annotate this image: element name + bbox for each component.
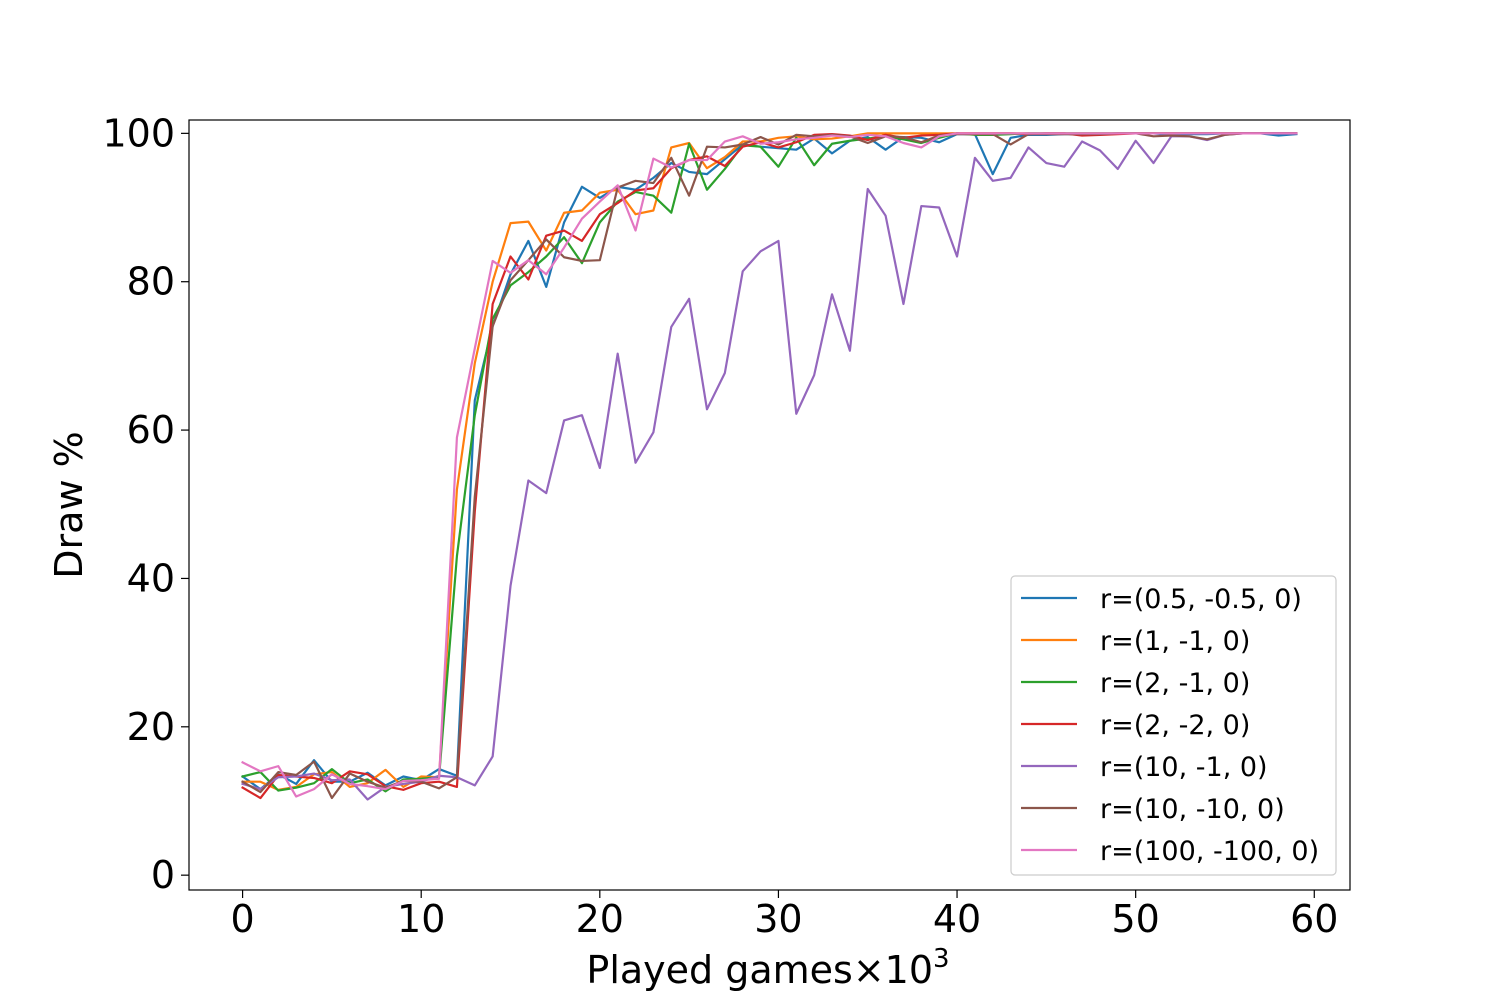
y-axis: 0 20 40 60 80 100 (102, 111, 189, 897)
legend-items: r=(0.5, -0.5, 0) r=(1, -1, 0) r=(2, -1, 0)… (1021, 584, 1319, 867)
legend-entry-label: r=(0.5, -0.5, 0) (1100, 584, 1302, 615)
series-layer (241, 132, 1298, 801)
x-axis-label: Played games×103 (586, 944, 949, 992)
y-tick-label: 20 (127, 705, 175, 749)
y-axis-label: Draw % (47, 431, 91, 578)
y-tick-label: 100 (102, 111, 175, 155)
y-tick-label: 0 (151, 853, 175, 897)
legend-box (1010, 575, 1337, 876)
legend-entry-label: r=(1, -1, 0) (1100, 626, 1250, 657)
plot-frame (188, 119, 1351, 891)
x-tick-label: 0 (230, 897, 254, 941)
x-tick-label: 50 (1111, 897, 1159, 941)
x-tick-label: 30 (754, 897, 802, 941)
y-tick-label: 60 (127, 408, 175, 452)
x-axis-label-exponent: 3 (933, 944, 950, 974)
y-tick-label: 80 (127, 260, 175, 304)
x-axis: 0 10 20 30 40 50 60 (230, 890, 1338, 941)
legend: r=(0.5, -0.5, 0) r=(1, -1, 0) r=(2, -1, 0)… (1010, 575, 1337, 876)
y-tick-label: 40 (127, 556, 175, 600)
x-tick-label: 10 (397, 897, 445, 941)
series-line-7 (241, 132, 1298, 798)
x-tick-label: 60 (1290, 897, 1338, 941)
legend-entry-label: r=(2, -1, 0) (1100, 668, 1250, 699)
legend-entry-label: r=(10, -1, 0) (1100, 752, 1268, 783)
x-axis-label-text: Played games×10 (586, 948, 933, 992)
x-tick-label: 20 (576, 897, 624, 941)
x-tick-label: 40 (933, 897, 981, 941)
legend-entry-label: r=(100, -100, 0) (1100, 836, 1319, 867)
legend-entry-label: r=(10, -10, 0) (1100, 794, 1285, 825)
legend-entry-label: r=(2, -2, 0) (1100, 710, 1250, 741)
